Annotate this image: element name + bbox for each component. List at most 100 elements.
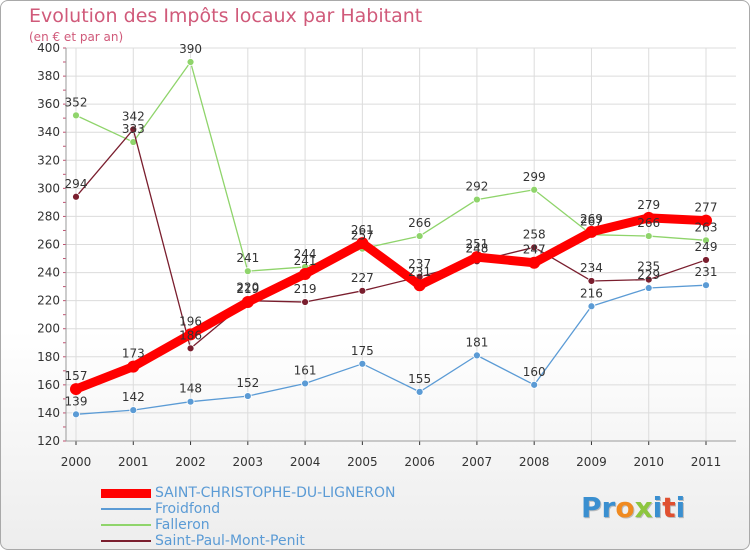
x-tick-label: 2001 <box>118 455 149 469</box>
data-point-falleron <box>186 58 195 66</box>
data-label-saint-paul-mont-penit: 186 <box>179 328 202 342</box>
data-label-saint-paul-mont-penit: 234 <box>580 261 603 275</box>
data-point-falleron <box>530 185 539 194</box>
x-tick-label: 2011 <box>691 455 722 469</box>
data-label-saint-christophe-du-ligneron: 157 <box>65 369 88 383</box>
y-tick-label: 400 <box>37 41 60 55</box>
legend-label: Saint-Paul-Mont-Penit <box>155 533 305 549</box>
data-point-saint-paul-mont-penit <box>587 277 596 285</box>
y-tick-label: 280 <box>37 209 60 223</box>
y-tick-label: 340 <box>37 125 60 139</box>
data-label-froidfond: 161 <box>294 363 317 377</box>
data-label-saint-paul-mont-penit: 227 <box>351 271 374 285</box>
data-label-falleron: 267 <box>580 215 603 229</box>
logo-letter: x <box>634 491 653 524</box>
data-label-froidfond: 181 <box>465 335 488 349</box>
data-label-saint-paul-mont-penit: 248 <box>465 241 488 255</box>
y-tick-label: 360 <box>37 97 60 111</box>
data-point-saint-paul-mont-penit <box>301 298 309 306</box>
logo-letter: P <box>581 491 602 524</box>
data-point-saint-christophe-du-ligneron <box>127 360 140 373</box>
y-tick-label: 320 <box>37 153 60 167</box>
x-tick-label: 2004 <box>290 455 321 469</box>
data-point-froidfond <box>644 284 653 292</box>
logo-letter: r <box>601 491 616 524</box>
data-label-saint-paul-mont-penit: 249 <box>695 240 718 254</box>
series-line-saint-christophe-du-ligneron <box>71 213 711 394</box>
data-label-froidfond: 229 <box>637 268 660 282</box>
x-tick-label: 2000 <box>61 455 92 469</box>
legend-swatch-froidfond <box>101 508 151 510</box>
data-label-saint-christophe-du-ligneron: 219 <box>236 282 259 296</box>
data-label-saint-paul-mont-penit: 220 <box>236 281 259 295</box>
series-line-froidfond <box>75 284 707 415</box>
x-tick-label: 2003 <box>233 455 264 469</box>
series-line-falleron <box>75 61 707 272</box>
data-label-froidfond: 139 <box>65 394 88 408</box>
data-label-froidfond: 142 <box>122 390 145 404</box>
logo-letter: o <box>615 491 635 524</box>
y-tick-label: 160 <box>37 378 60 392</box>
legend-label: Falleron <box>155 517 210 533</box>
data-point-falleron <box>72 111 80 120</box>
legend-item-falleron[interactable]: Falleron <box>101 517 396 533</box>
data-label-saint-christophe-du-ligneron: 279 <box>637 198 660 212</box>
data-point-froidfond <box>72 410 80 419</box>
legend-item-saint-christophe[interactable]: SAINT-CHRISTOPHE-DU-LIGNERON <box>101 485 396 501</box>
data-point-saint-paul-mont-penit <box>530 243 539 252</box>
data-label-froidfond: 216 <box>580 286 603 300</box>
legend-swatch-saint-paul <box>101 540 151 542</box>
data-label-froidfond: 175 <box>351 344 374 358</box>
x-tick-label: 2009 <box>576 455 607 469</box>
proxiti-logo: Proxiti <box>581 491 685 524</box>
data-label-falleron: 244 <box>294 247 317 261</box>
data-label-saint-paul-mont-penit: 235 <box>637 260 660 274</box>
data-label-falleron: 263 <box>695 220 718 234</box>
data-point-froidfond <box>301 379 309 388</box>
x-tick-label: 2007 <box>462 455 493 469</box>
data-label-froidfond: 155 <box>408 372 431 386</box>
data-label-saint-paul-mont-penit: 237 <box>408 257 431 271</box>
data-point-saint-christophe-du-ligneron <box>356 237 369 250</box>
data-point-saint-christophe-du-ligneron <box>700 214 712 227</box>
data-label-falleron: 333 <box>122 122 145 136</box>
y-tick-label: 260 <box>37 238 60 252</box>
data-label-falleron: 352 <box>65 95 88 109</box>
legend-label: Froidfond <box>155 501 221 517</box>
chart-title: Evolution des Impôts locaux par Habitant <box>29 5 423 27</box>
logo-letter: i <box>652 491 663 524</box>
legend-item-froidfond[interactable]: Froidfond <box>101 501 396 517</box>
data-label-falleron: 241 <box>236 251 259 265</box>
y-tick-label: 140 <box>37 406 60 420</box>
data-label-falleron: 266 <box>408 216 431 230</box>
data-label-saint-christophe-du-ligneron: 173 <box>122 347 145 361</box>
data-point-falleron <box>644 232 653 240</box>
x-tick-label: 2005 <box>347 455 378 469</box>
data-label-saint-paul-mont-penit: 219 <box>294 282 317 296</box>
data-point-froidfond <box>415 387 424 396</box>
data-label-falleron: 390 <box>179 42 202 56</box>
data-label-saint-christophe-du-ligneron: 241 <box>294 254 317 268</box>
y-tick-label: 200 <box>37 322 60 336</box>
series-line-saint-paul-mont-penit <box>75 128 707 350</box>
data-label-saint-paul-mont-penit: 258 <box>523 227 546 241</box>
legend-item-saint-paul[interactable]: Saint-Paul-Mont-Penit <box>101 533 396 549</box>
data-point-froidfond <box>587 302 596 311</box>
data-point-saint-christophe-du-ligneron <box>470 251 483 264</box>
legend-label: SAINT-CHRISTOPHE-DU-LIGNERON <box>155 485 396 501</box>
data-label-falleron: 292 <box>465 180 488 194</box>
data-point-saint-paul-mont-penit <box>644 275 653 284</box>
data-label-falleron: 299 <box>523 170 546 184</box>
data-point-falleron <box>415 232 424 240</box>
x-tick-label: 2006 <box>404 455 435 469</box>
data-point-saint-paul-mont-penit <box>72 192 80 201</box>
data-label-froidfond: 148 <box>179 382 202 396</box>
data-label-saint-paul-mont-penit: 294 <box>65 177 88 191</box>
y-tick-label: 180 <box>37 350 60 364</box>
y-tick-label: 220 <box>37 294 60 308</box>
data-point-froidfond <box>702 281 710 290</box>
legend-swatch-falleron <box>101 524 151 526</box>
data-label-froidfond: 231 <box>695 265 718 279</box>
